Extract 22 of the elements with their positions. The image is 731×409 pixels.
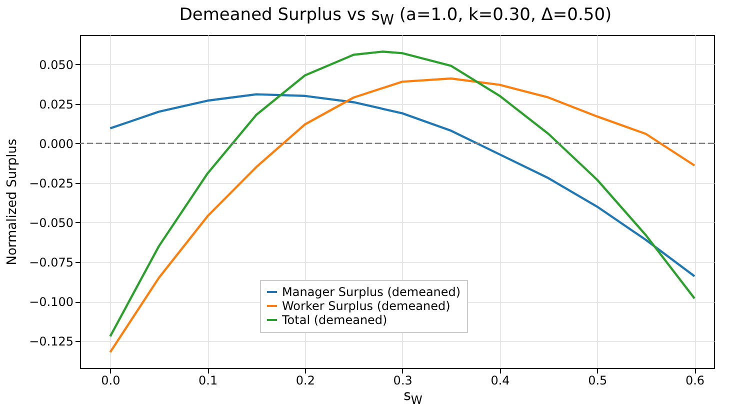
- y-tick-label: −0.100: [29, 295, 74, 310]
- x-tick-label: 0.5: [588, 374, 608, 388]
- x-tick-label: 0.2: [296, 374, 316, 388]
- x-axis-title: s$_{W}$: [402, 388, 424, 407]
- y-tick-label: −0.050: [29, 216, 74, 230]
- x-tick-label: 0.0: [101, 374, 120, 388]
- y-axis-title: Normalized Surplus: [5, 138, 20, 266]
- legend-label: Total (demeaned): [281, 313, 388, 327]
- y-tick-label: 0.025: [39, 97, 74, 112]
- x-tick-label: 0.4: [490, 374, 510, 388]
- x-tick-label: 0.1: [198, 374, 218, 388]
- y-tick-label: −0.075: [29, 256, 74, 270]
- legend-label: Manager Surplus (demeaned): [282, 285, 461, 299]
- chart-title: Demeaned Surplus vs s$_{W}$ (a=1.0, k=0.30, Δ=0.50): [178, 4, 613, 30]
- y-tick-label: −0.025: [29, 176, 74, 190]
- y-tick-label: 0.000: [39, 136, 74, 151]
- x-tick-label: 0.3: [393, 374, 412, 388]
- line-series: [109, 93, 696, 278]
- legend-label: Worker Surplus (demeaned): [282, 299, 450, 313]
- y-tick-label: 0.050: [39, 58, 74, 72]
- x-tick-label: 0.6: [685, 374, 705, 388]
- y-tick-label: −0.125: [29, 334, 74, 349]
